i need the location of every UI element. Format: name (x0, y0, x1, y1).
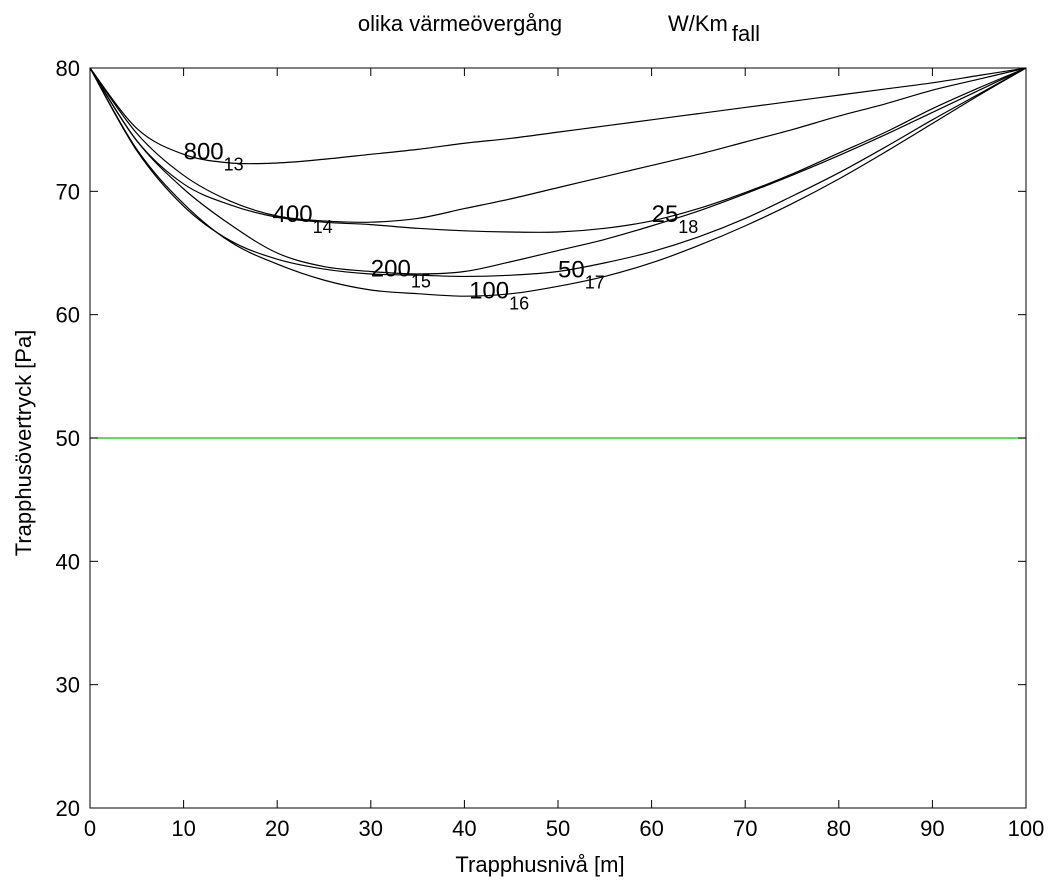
x-tick-label: 50 (546, 816, 570, 841)
series-line-400 (89, 67, 1027, 223)
y-tick-label: 30 (56, 673, 80, 698)
curve-label-sub: 16 (509, 294, 529, 314)
chart-title: olika värmeövergång (358, 11, 562, 36)
x-tick-label: 20 (265, 816, 289, 841)
curve-label-800: 80013 (184, 138, 244, 174)
y-tick-label: 70 (56, 179, 80, 204)
y-tick-label: 60 (56, 303, 80, 328)
x-tick-label: 60 (639, 816, 663, 841)
curve-label-100: 10016 (469, 278, 529, 314)
x-tick-label: 30 (359, 816, 383, 841)
x-axis-label: Trapphusnivå [m] (455, 852, 624, 877)
x-tick-label: 100 (1008, 816, 1045, 841)
curve-label-25: 2518 (652, 201, 699, 237)
x-tick-label: 90 (920, 816, 944, 841)
y-tick-label: 50 (56, 426, 80, 451)
curve-label-sub: 15 (411, 271, 431, 291)
curve-label-main: 50 (558, 257, 585, 284)
curve-label-50: 5017 (558, 257, 605, 293)
y-axis-label: Trapphusövertryck [Pa] (11, 330, 36, 557)
plot-series (89, 67, 1027, 439)
series-line-800 (89, 67, 1027, 165)
chart-title-unit-sub: fall (732, 21, 760, 46)
x-tick-label: 40 (452, 816, 476, 841)
series-line-25 (89, 67, 1027, 233)
curve-label-sub: 13 (224, 154, 244, 174)
curve-label-400: 40014 (273, 201, 333, 237)
curve-label-main: 200 (371, 255, 411, 282)
curve-label-sub: 18 (678, 217, 698, 237)
curve-label-main: 800 (184, 138, 224, 165)
y-tick-label: 80 (56, 56, 80, 81)
y-axis: 20 30 40 50 60 70 80 (56, 56, 1026, 821)
y-tick-label: 20 (56, 796, 80, 821)
x-tick-label: 80 (827, 816, 851, 841)
chart-title-unit: W/Km fall (668, 11, 760, 46)
curve-label-sub: 14 (313, 217, 333, 237)
curve-label-main: 100 (469, 278, 509, 305)
curve-label-main: 25 (652, 201, 679, 228)
x-tick-label: 70 (733, 816, 757, 841)
y-tick-label: 40 (56, 549, 80, 574)
x-tick-label: 0 (84, 816, 96, 841)
x-tick-label: 10 (171, 816, 195, 841)
curve-labels: 80013 40014 20015 10016 5017 2518 (184, 138, 699, 313)
curve-label-200: 20015 (371, 255, 431, 291)
x-axis: 0 10 20 30 40 50 60 70 80 90 100 (84, 68, 1044, 841)
series-line-50 (89, 67, 1027, 278)
chart-title-unit-base: W/Km (668, 11, 728, 36)
curve-label-main: 400 (273, 201, 313, 228)
series-line-200 (89, 67, 1027, 275)
curve-label-sub: 17 (585, 273, 605, 293)
series-line-100 (89, 67, 1027, 297)
